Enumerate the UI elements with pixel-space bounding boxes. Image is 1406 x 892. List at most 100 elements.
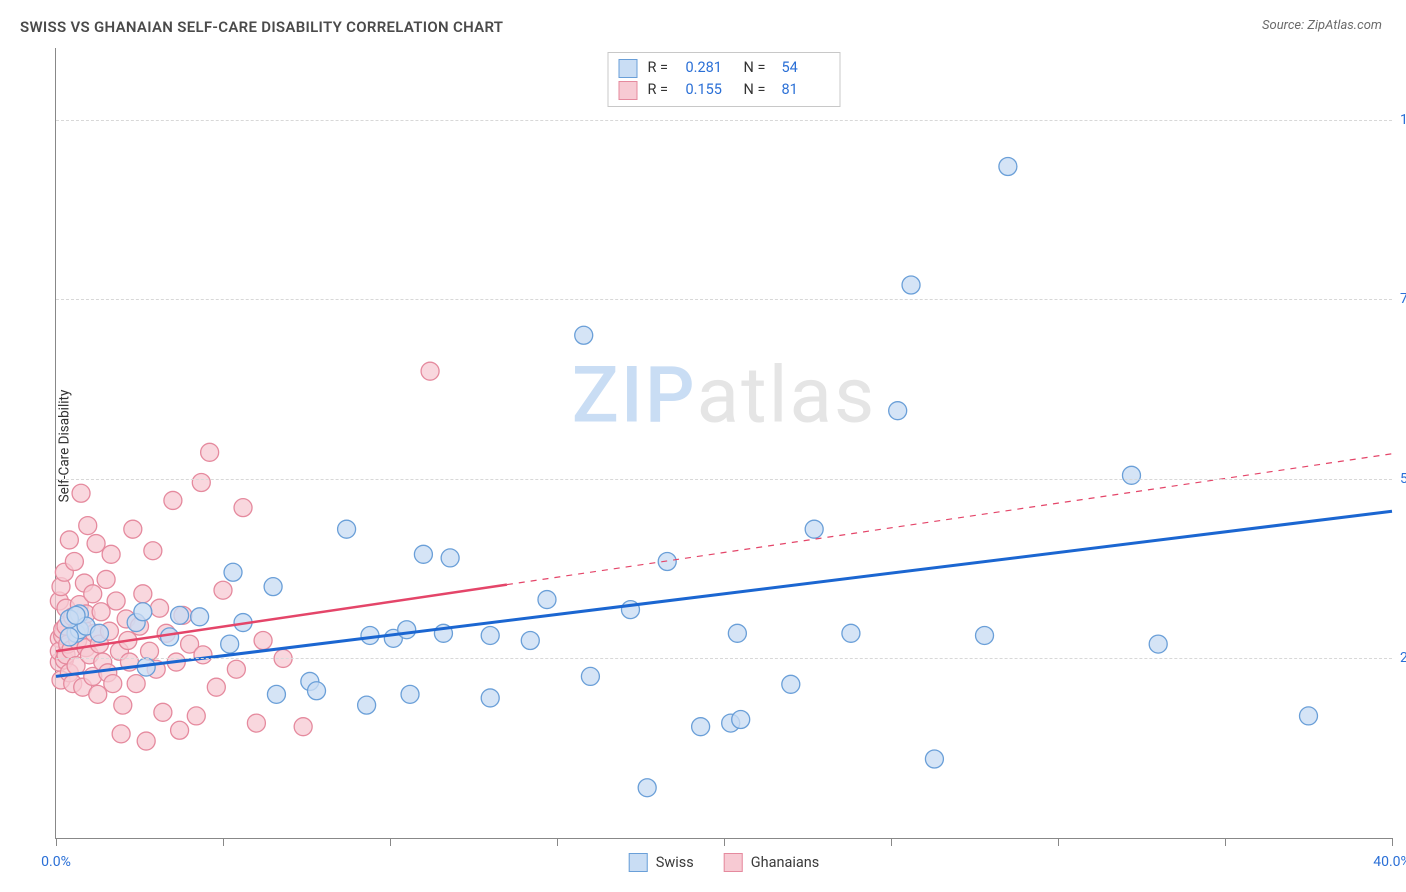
data-point (84, 585, 102, 603)
data-point (247, 714, 265, 732)
data-point (191, 608, 209, 626)
data-point (575, 326, 593, 344)
data-point (1300, 707, 1318, 725)
data-point (692, 718, 710, 736)
x-tick-mark (390, 838, 391, 846)
data-point (728, 624, 746, 642)
data-point (976, 626, 994, 644)
data-point (194, 646, 212, 664)
data-point (112, 725, 130, 743)
data-point (421, 362, 439, 380)
data-point (87, 535, 105, 553)
data-point (414, 545, 432, 563)
source-attribution: Source: ZipAtlas.com (1262, 18, 1382, 33)
data-point (171, 721, 189, 739)
x-tick-mark (223, 838, 224, 846)
data-point (538, 591, 556, 609)
data-point (638, 779, 656, 797)
x-tick-label: 0.0% (41, 854, 71, 870)
data-point (224, 563, 242, 581)
legend-series: Swiss Ghanaians (629, 853, 820, 872)
data-point (201, 443, 219, 461)
data-point (294, 718, 312, 736)
y-tick-label: 2.5% (1394, 650, 1406, 666)
data-point (805, 520, 823, 538)
scatter-plot: ZIPatlas R = 0.281 N = 54 R = 0.155 N = … (55, 48, 1392, 839)
data-point (267, 685, 285, 703)
data-point (192, 474, 210, 492)
data-point (90, 624, 108, 642)
swatch-ghanaians (724, 853, 743, 872)
data-point (925, 750, 943, 768)
data-point (782, 675, 800, 693)
data-point (60, 531, 78, 549)
x-tick-mark (1058, 838, 1059, 846)
data-point (137, 732, 155, 750)
data-point (127, 675, 145, 693)
gridline (56, 120, 1392, 121)
data-point (72, 484, 90, 502)
data-point (134, 603, 152, 621)
data-point (221, 635, 239, 653)
data-point (1122, 466, 1140, 484)
data-point (358, 696, 376, 714)
chart-title: SWISS VS GHANAIAN SELF-CARE DISABILITY C… (20, 18, 503, 36)
data-point (999, 158, 1017, 176)
data-point (481, 689, 499, 707)
data-point (254, 632, 272, 650)
data-point (732, 711, 750, 729)
y-tick-label: 10.0% (1394, 112, 1406, 128)
x-tick-mark (1392, 838, 1393, 846)
swatch-swiss (629, 853, 648, 872)
data-point (398, 621, 416, 639)
legend-item-swiss: Swiss (629, 853, 694, 872)
legend-label-swiss: Swiss (656, 854, 694, 871)
data-point (889, 402, 907, 420)
data-point (154, 703, 172, 721)
y-tick-label: 5.0% (1394, 471, 1406, 487)
data-point (842, 624, 860, 642)
data-point (67, 606, 85, 624)
x-tick-label: 40.0% (1373, 854, 1406, 870)
data-point (164, 491, 182, 509)
data-point (227, 660, 245, 678)
data-point (308, 682, 326, 700)
data-point (1149, 635, 1167, 653)
gridline (56, 479, 1392, 480)
legend-label-ghanaians: Ghanaians (751, 854, 820, 871)
data-point (144, 542, 162, 560)
data-point (79, 517, 97, 535)
data-point (401, 685, 419, 703)
data-point (338, 520, 356, 538)
data-point (107, 592, 125, 610)
x-tick-mark (557, 838, 558, 846)
data-point (171, 606, 189, 624)
y-tick-label: 7.5% (1394, 291, 1406, 307)
x-tick-mark (1225, 838, 1226, 846)
data-point (264, 578, 282, 596)
data-point (214, 581, 232, 599)
data-point (581, 667, 599, 685)
x-tick-mark (724, 838, 725, 846)
data-point (89, 685, 107, 703)
data-point (234, 499, 252, 517)
data-point (60, 628, 78, 646)
data-point (187, 707, 205, 725)
data-point (124, 520, 142, 538)
x-tick-mark (56, 838, 57, 846)
data-point (151, 599, 169, 617)
data-point (65, 553, 83, 571)
data-point (207, 678, 225, 696)
data-point (902, 276, 920, 294)
data-point (114, 696, 132, 714)
data-point (97, 570, 115, 588)
trend-line (56, 511, 1392, 676)
legend-item-ghanaians: Ghanaians (724, 853, 820, 872)
data-point (104, 675, 122, 693)
data-point (134, 585, 152, 603)
data-point (521, 632, 539, 650)
gridline (56, 299, 1392, 300)
data-point (441, 549, 459, 567)
data-point (102, 545, 120, 563)
data-point (161, 628, 179, 646)
